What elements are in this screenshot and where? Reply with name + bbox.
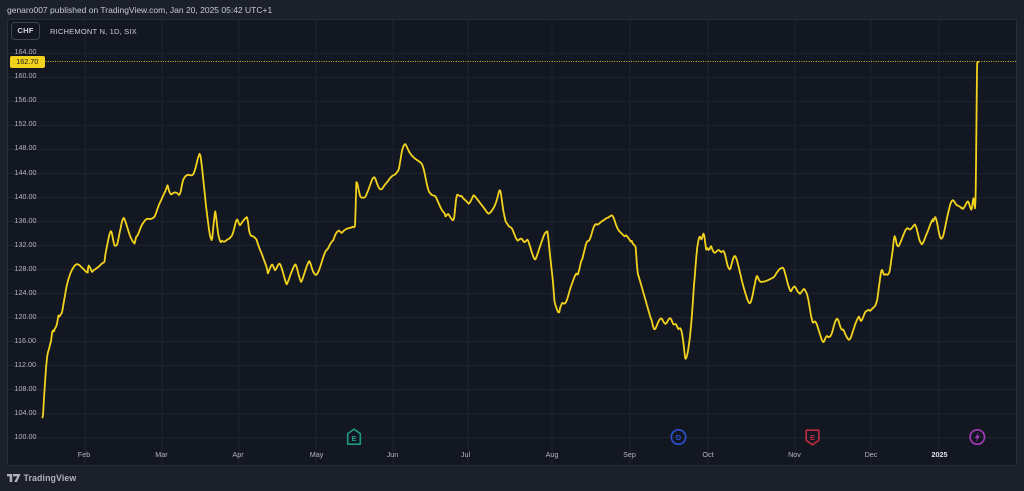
svg-text:E: E bbox=[810, 433, 815, 442]
svg-text:D: D bbox=[676, 433, 682, 442]
svg-text:E: E bbox=[351, 434, 356, 443]
